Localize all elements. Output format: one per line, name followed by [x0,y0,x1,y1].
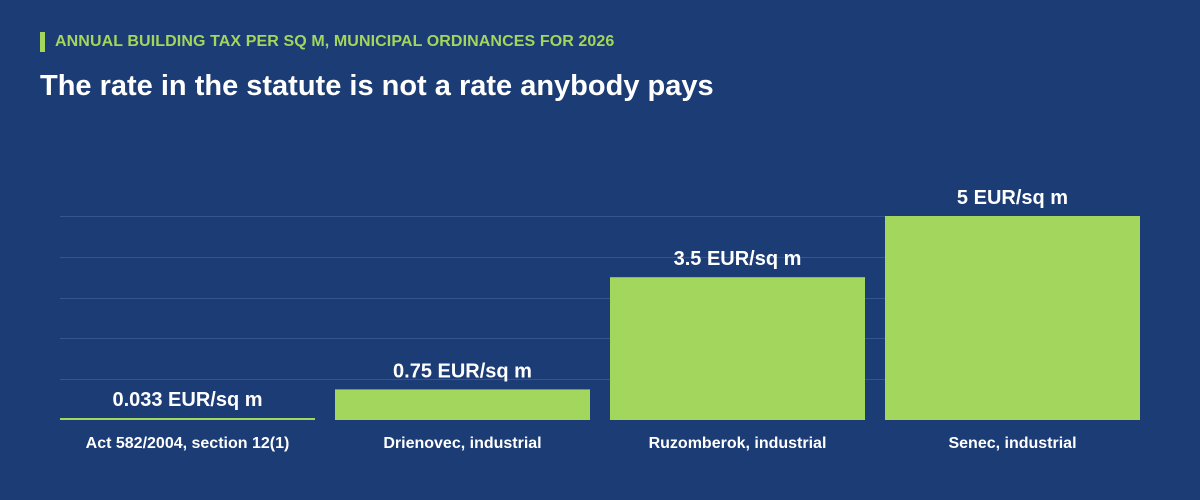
bar [60,418,315,420]
data-label: 5 EUR/sq m [957,187,1068,209]
bar [610,277,865,420]
data-label: 0.033 EUR/sq m [112,389,262,411]
bar [885,216,1140,420]
bar [335,389,590,420]
chart-kicker: ANNUAL BUILDING TAX PER SQ M, MUNICIPAL … [40,32,614,52]
kicker-accent-bar [40,32,45,52]
category-label: Act 582/2004, section 12(1) [86,435,290,452]
chart-title: The rate in the statute is not a rate an… [40,70,714,102]
category-label: Drienovec, industrial [383,435,541,452]
data-label: 3.5 EUR/sq m [674,248,802,270]
category-label: Senec, industrial [948,435,1076,452]
chart-subtitle: ANNUAL BUILDING TAX PER SQ M, MUNICIPAL … [55,33,615,50]
data-label: 0.75 EUR/sq m [393,360,532,382]
category-label: Ruzomberok, industrial [649,435,827,452]
